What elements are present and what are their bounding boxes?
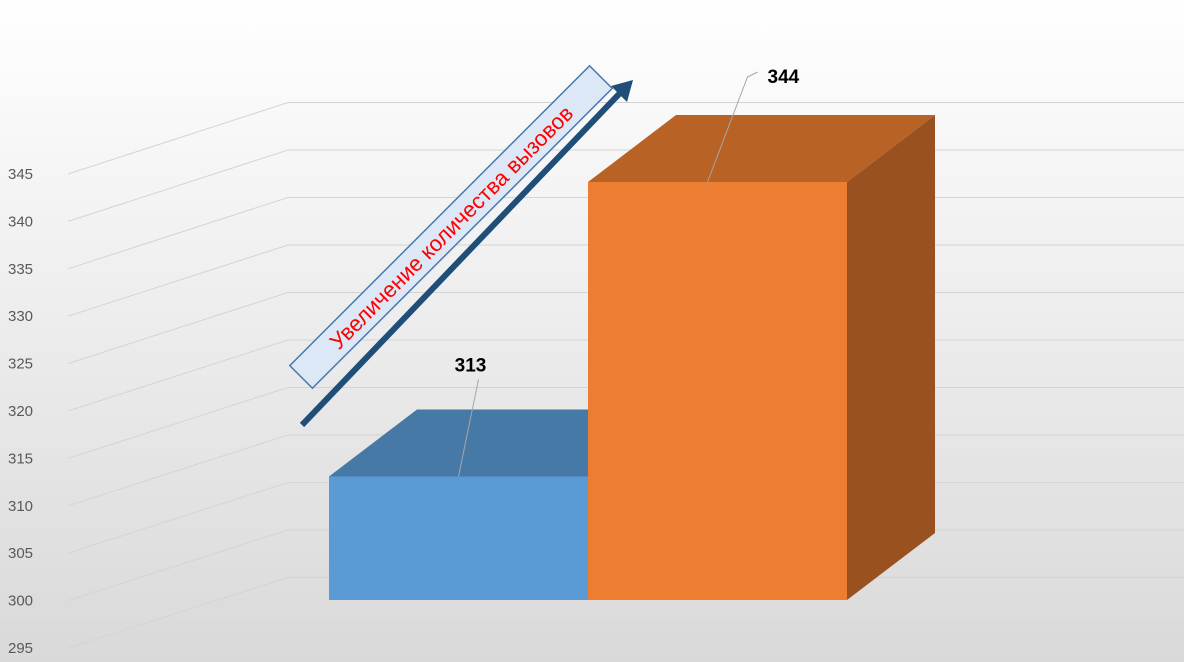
y-tick-label: 310 bbox=[8, 498, 33, 515]
y-tick-label: 330 bbox=[8, 308, 33, 325]
y-tick-label: 305 bbox=[8, 545, 33, 562]
y-tick-label: 295 bbox=[8, 640, 33, 657]
y-tick-label: 320 bbox=[8, 403, 33, 420]
bar-top-face bbox=[588, 115, 935, 182]
y-tick-label: 340 bbox=[8, 213, 33, 230]
bar bbox=[588, 182, 847, 600]
gridline bbox=[67, 102, 1184, 175]
data-labels: 313 344 bbox=[455, 67, 800, 477]
data-label: 344 bbox=[768, 67, 800, 88]
y-tick-label: 335 bbox=[8, 261, 33, 278]
y-tick-label: 325 bbox=[8, 356, 33, 373]
y-axis: 295 300 305 310 315 320 325 330 335 340 345 bbox=[8, 166, 33, 657]
data-label-leader-line bbox=[707, 71, 758, 183]
y-tick-label: 345 bbox=[8, 166, 33, 183]
bar bbox=[329, 476, 588, 600]
data-label: 313 bbox=[455, 356, 487, 377]
y-tick-label: 300 bbox=[8, 593, 33, 610]
bar-side-face bbox=[847, 115, 935, 600]
annotation-box bbox=[288, 64, 614, 390]
annotation-arrow-shaft bbox=[299, 89, 624, 428]
annotation-arrowhead bbox=[611, 80, 633, 102]
gridline bbox=[67, 577, 1184, 649]
bars bbox=[329, 115, 935, 600]
data-label-leader-line bbox=[458, 379, 479, 477]
y-tick-label: 315 bbox=[8, 450, 33, 467]
